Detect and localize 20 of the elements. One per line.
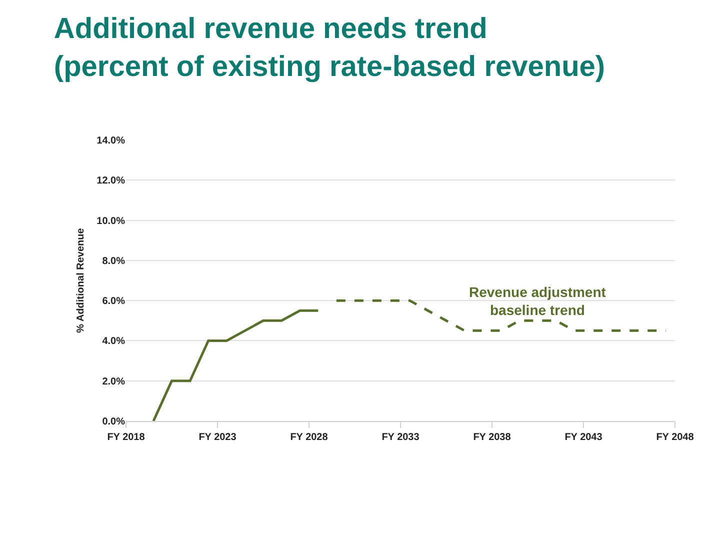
x-tick-label: FY 2043 [564,432,603,443]
x-tick-label: FY 2048 [656,432,694,443]
x-tick-label: FY 2018 [107,432,146,443]
line-series [152,309,320,421]
y-tick-label: 6.0% [102,296,126,308]
chart-title: Additional revenue needs trend (percent of existing rate-based revenue) [54,13,606,83]
y-tick-label: 10.0% [96,216,126,227]
line-series [335,299,668,332]
y-tick-label: 8.0% [102,256,126,267]
y-tick-label: 2.0% [102,376,126,388]
x-tick-label: FY 2028 [290,432,328,443]
y-tick-label: 12.0% [96,176,126,187]
x-tick-label: FY 2023 [198,432,237,443]
x-tick-label: FY 2033 [382,432,420,443]
y-tick-label: 4.0% [102,336,126,348]
y-axis-title: % Additional Revenue [76,228,87,333]
y-tick-label: 0.0% [102,416,126,428]
series-label: Revenue adjustment baseline trend [469,284,606,318]
y-tick-label: 14.0% [96,136,126,146]
x-tick-label: FY 2038 [473,432,512,443]
